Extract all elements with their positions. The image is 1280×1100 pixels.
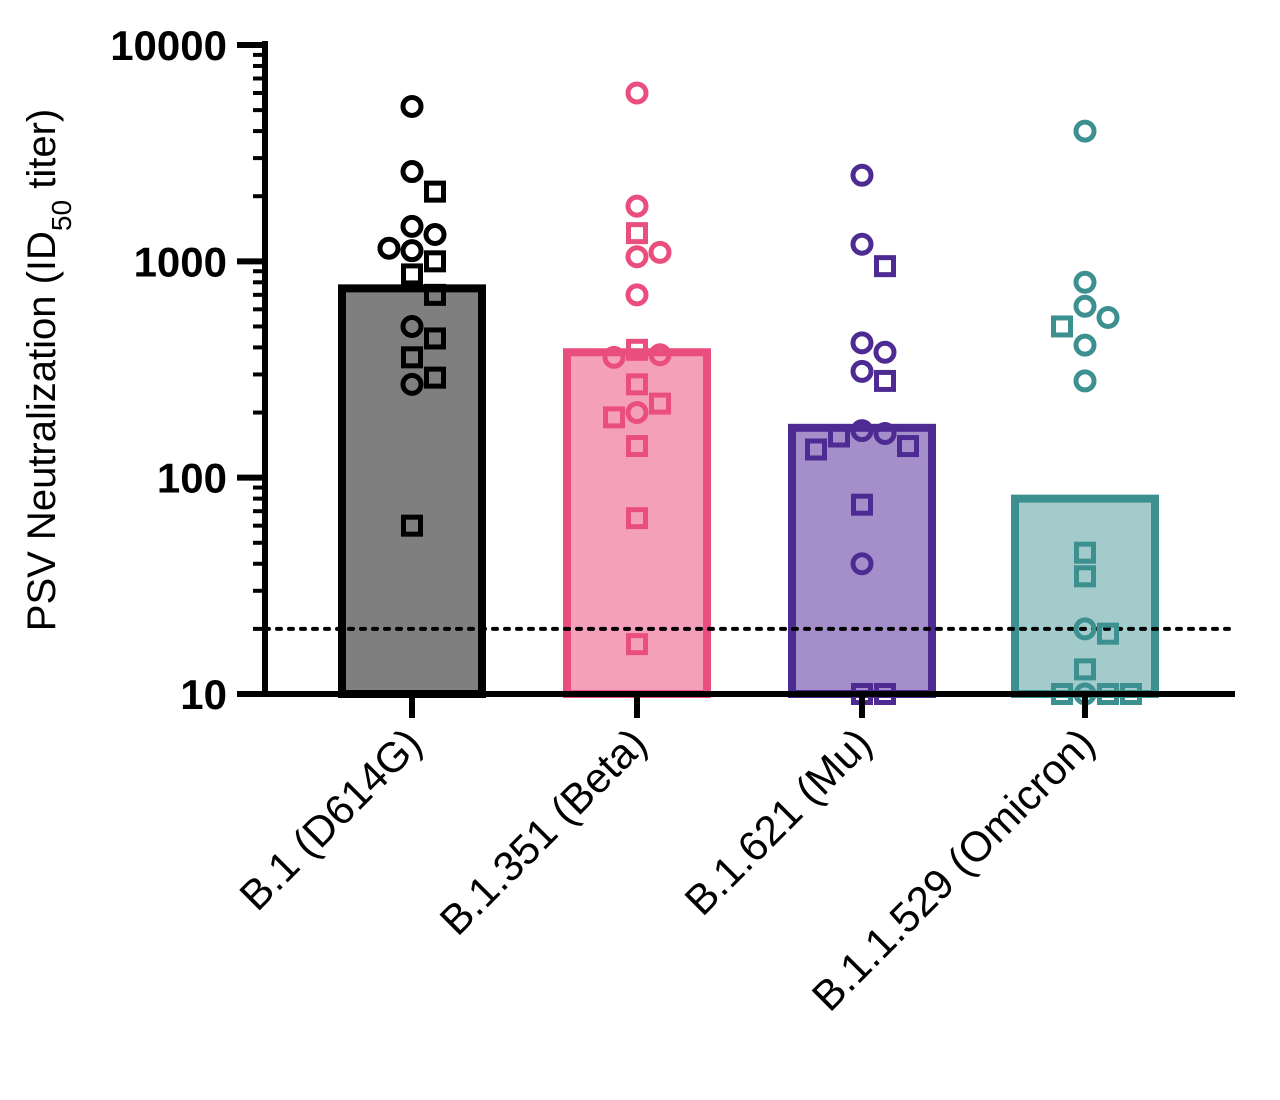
point-square-1-14 [626, 507, 648, 530]
point-circle-2-0 [850, 163, 874, 187]
point-square-0-8 [401, 263, 423, 286]
point-circle-3-2 [1073, 294, 1097, 318]
point-square-3-4 [1051, 315, 1073, 338]
point-circle-3-1 [1073, 270, 1097, 294]
point-circle-1-8 [602, 345, 626, 369]
point-circle-1-7 [648, 343, 672, 367]
points-layer [377, 81, 1142, 706]
point-square-2-2 [874, 255, 896, 278]
point-circle-3-3 [1096, 306, 1120, 330]
point-circle-2-4 [873, 340, 897, 364]
point-circle-0-6 [400, 239, 424, 263]
y-axis-title-subscript: 50 [46, 200, 77, 231]
point-circle-0-5 [377, 236, 401, 260]
point-square-1-12 [603, 406, 625, 429]
point-square-0-15 [401, 514, 423, 537]
point-square-2-9 [828, 425, 850, 448]
point-square-1-9 [626, 373, 648, 396]
point-square-1-6 [626, 338, 648, 361]
point-square-2-10 [897, 435, 919, 458]
point-square-0-11 [424, 327, 446, 350]
point-square-3-8 [1074, 565, 1096, 588]
point-square-2-12 [851, 493, 873, 516]
point-square-0-13 [424, 366, 446, 389]
y-axis-title-prefix: PSV Neutralization (ID [20, 231, 64, 631]
x-category-label-1: B.1.351 (Beta) [431, 719, 656, 944]
point-circle-0-0 [400, 94, 424, 118]
point-square-1-2 [626, 222, 648, 245]
point-circle-3-0 [1073, 119, 1097, 143]
point-square-2-6 [874, 369, 896, 392]
point-square-1-10 [649, 392, 671, 415]
bar-2 [788, 423, 936, 698]
point-circle-1-5 [625, 283, 649, 307]
y-tick-label-3: 10000 [110, 22, 227, 69]
y-tick-label-2: 1000 [134, 238, 227, 285]
point-circle-0-10 [400, 314, 424, 338]
point-circle-1-0 [625, 81, 649, 105]
point-circle-2-3 [850, 331, 874, 355]
point-circle-0-14 [400, 372, 424, 396]
point-circle-3-5 [1073, 333, 1097, 357]
point-square-3-11 [1074, 658, 1096, 681]
point-square-0-9 [424, 283, 446, 306]
point-circle-1-3 [648, 240, 672, 264]
point-circle-2-5 [850, 359, 874, 383]
x-category-label-2: B.1.621 (Mu) [675, 719, 880, 924]
point-square-2-11 [805, 438, 827, 461]
bar-3 [1011, 494, 1159, 698]
point-circle-1-4 [625, 245, 649, 269]
y-tick-label-0: 10 [180, 671, 227, 718]
point-square-0-7 [424, 250, 446, 273]
point-circle-0-3 [400, 214, 424, 238]
point-circle-3-9 [1073, 617, 1097, 641]
point-circle-1-11 [625, 401, 649, 425]
y-axis-title: PSV Neutralization (ID50 titer) [20, 109, 77, 631]
point-square-3-7 [1074, 541, 1096, 564]
point-square-1-13 [626, 435, 648, 458]
point-square-0-2 [424, 180, 446, 203]
point-square-1-15 [626, 633, 648, 656]
y-axis-title-suffix: titer) [20, 109, 64, 200]
bars-layer [338, 284, 1159, 698]
point-circle-0-1 [400, 160, 424, 184]
point-circle-2-13 [850, 552, 874, 576]
point-circle-2-1 [850, 232, 874, 256]
point-square-0-12 [401, 346, 423, 369]
point-circle-0-4 [423, 223, 447, 247]
y-tick-label-1: 100 [157, 455, 227, 502]
point-circle-1-1 [625, 194, 649, 218]
point-square-3-10 [1097, 622, 1119, 645]
point-circle-2-8 [873, 422, 897, 446]
point-circle-3-6 [1073, 369, 1097, 393]
point-circle-2-7 [850, 419, 874, 443]
x-category-label-0: B.1 (D614G) [230, 719, 430, 919]
